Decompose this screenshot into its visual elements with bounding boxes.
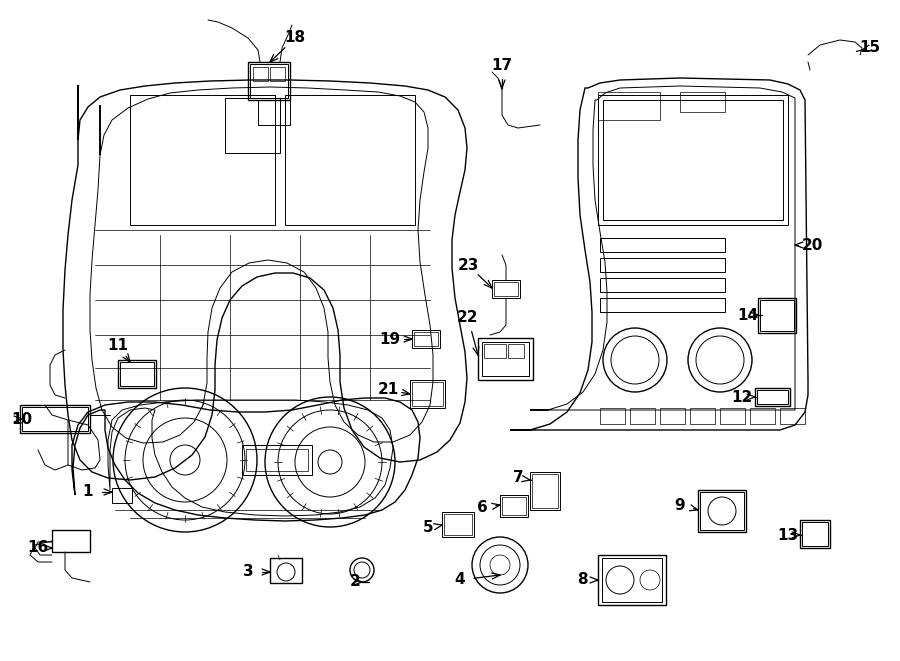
Bar <box>442 512 474 537</box>
Bar <box>52 530 90 552</box>
Bar <box>600 258 725 272</box>
Bar <box>530 472 560 510</box>
Bar <box>750 408 775 424</box>
Bar <box>532 474 558 508</box>
Bar <box>598 95 788 225</box>
Bar <box>508 344 524 358</box>
Bar <box>680 92 725 112</box>
Text: 17: 17 <box>491 58 513 73</box>
Bar <box>802 522 828 546</box>
Bar <box>500 495 528 517</box>
Text: 13: 13 <box>778 527 798 543</box>
Bar <box>412 382 443 406</box>
Bar <box>414 332 438 346</box>
Bar <box>660 408 685 424</box>
Bar <box>248 62 290 100</box>
Bar <box>780 408 805 424</box>
Text: 18: 18 <box>284 30 306 46</box>
Bar <box>130 95 275 225</box>
Bar <box>118 360 156 388</box>
Bar <box>253 67 268 81</box>
Bar <box>602 558 662 602</box>
Text: 4: 4 <box>454 572 465 588</box>
Bar <box>482 342 529 376</box>
Bar <box>720 408 745 424</box>
Text: 7: 7 <box>513 471 523 485</box>
Text: 3: 3 <box>243 564 253 580</box>
Bar <box>444 514 472 535</box>
Text: 1: 1 <box>83 485 94 500</box>
Bar <box>492 280 520 298</box>
Text: 5: 5 <box>423 520 433 535</box>
Bar <box>478 338 533 380</box>
Text: 11: 11 <box>107 338 129 352</box>
Bar <box>598 92 660 120</box>
Bar <box>285 95 415 225</box>
Bar <box>603 100 783 220</box>
Text: 12: 12 <box>732 389 752 405</box>
Bar <box>20 405 90 433</box>
Text: 9: 9 <box>675 498 685 512</box>
Bar <box>52 530 90 552</box>
Bar <box>270 67 285 81</box>
Bar <box>700 492 744 530</box>
Text: 15: 15 <box>860 40 880 56</box>
Text: 16: 16 <box>27 541 49 555</box>
Bar <box>690 408 715 424</box>
Text: 8: 8 <box>577 572 588 588</box>
Text: 6: 6 <box>477 500 488 516</box>
Text: 2: 2 <box>349 574 360 590</box>
Bar <box>250 64 288 98</box>
Bar <box>242 445 312 475</box>
Bar <box>760 300 794 331</box>
Bar <box>600 298 725 312</box>
Bar <box>246 449 308 471</box>
Text: 21: 21 <box>377 383 399 397</box>
Text: 23: 23 <box>457 258 479 272</box>
Bar <box>755 388 790 406</box>
Bar <box>270 558 302 583</box>
Bar <box>22 407 88 431</box>
Bar <box>112 488 132 503</box>
Text: 10: 10 <box>12 412 32 426</box>
Bar <box>494 282 518 296</box>
Text: 19: 19 <box>380 332 400 346</box>
Bar <box>600 278 725 292</box>
Bar <box>502 497 526 515</box>
Bar <box>757 390 788 404</box>
Bar <box>600 408 625 424</box>
Bar <box>800 520 830 548</box>
Text: 20: 20 <box>801 237 823 253</box>
Bar <box>225 98 280 153</box>
Bar <box>630 408 655 424</box>
Bar <box>758 298 796 333</box>
Bar <box>600 238 725 252</box>
Bar <box>484 344 506 358</box>
Bar <box>410 380 445 408</box>
Text: 14: 14 <box>737 307 759 323</box>
Bar <box>598 555 666 605</box>
Bar <box>412 330 440 348</box>
Bar <box>258 100 290 125</box>
Text: 22: 22 <box>457 311 479 325</box>
Bar <box>698 490 746 532</box>
Bar <box>120 362 154 386</box>
